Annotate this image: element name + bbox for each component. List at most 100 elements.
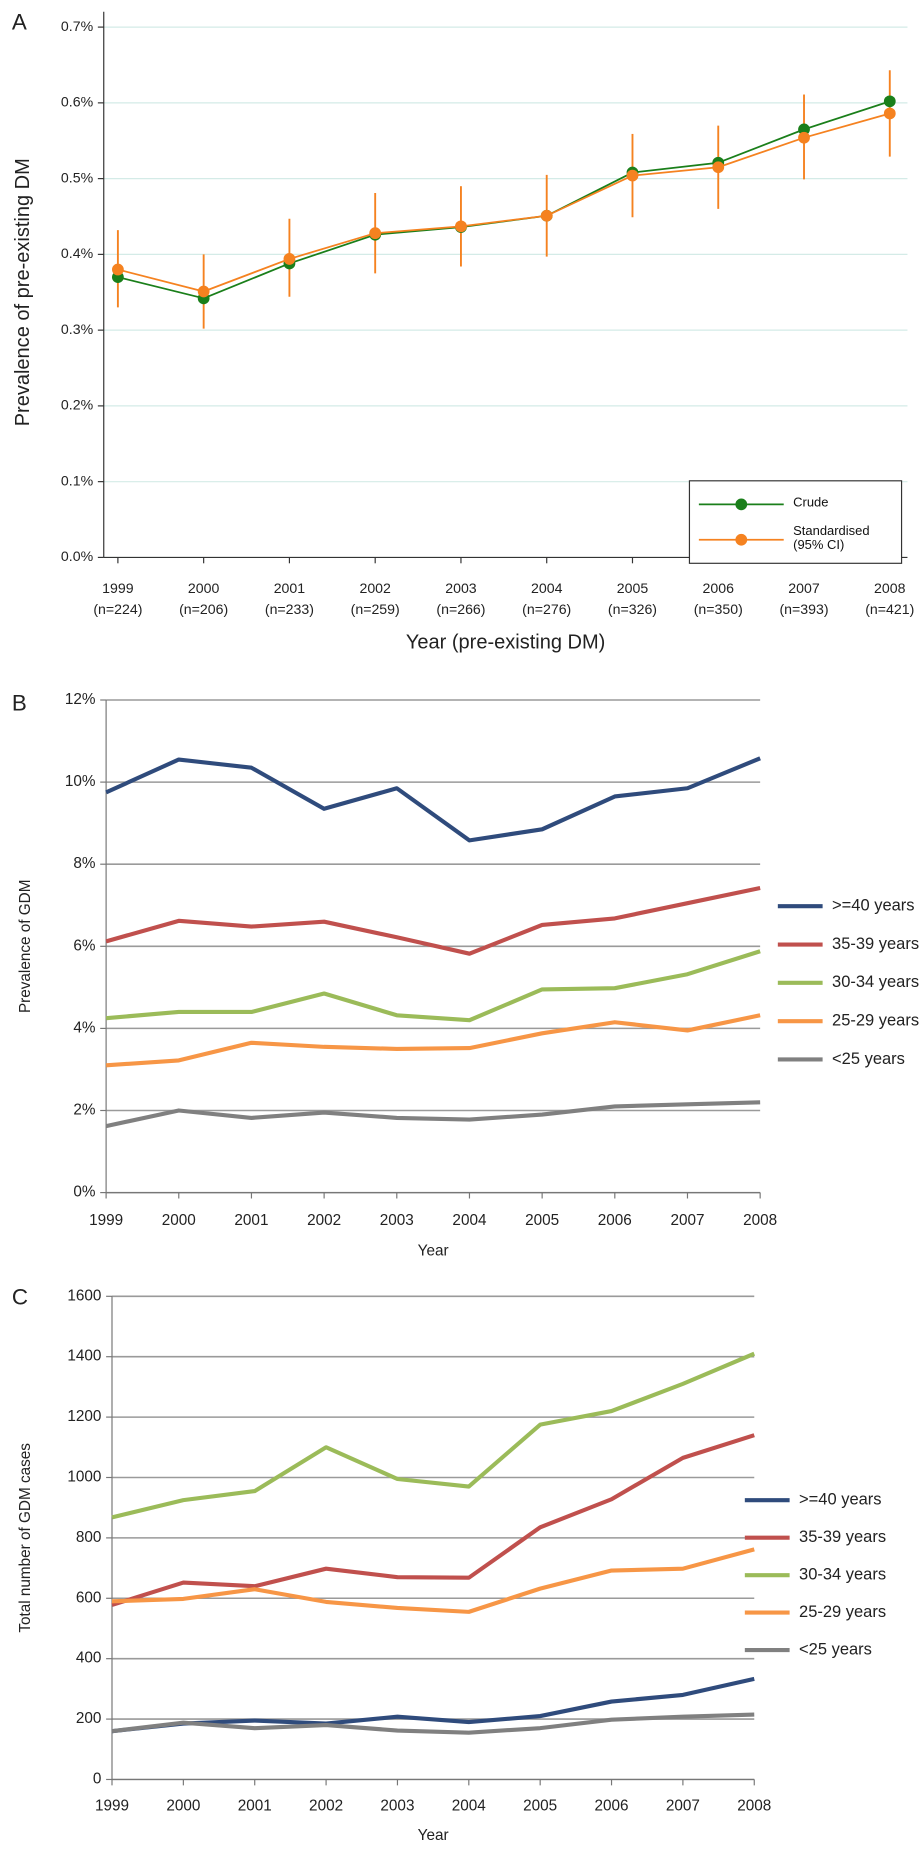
point (883, 95, 896, 108)
series-line (105, 756, 761, 843)
y-tick-label: 1400 (67, 1348, 101, 1365)
x-tick-label: 2003 (380, 1212, 414, 1229)
series-line (111, 1547, 755, 1614)
x-tick-label: 2008 (737, 1798, 771, 1815)
point (883, 107, 896, 120)
legend-label: 35-39 years (799, 1528, 886, 1546)
x-axis-title: Year (pre-existing DM) (406, 632, 605, 654)
legend-box (688, 480, 903, 564)
point (369, 227, 382, 240)
x-tick-label: 2003 (445, 580, 477, 596)
y-axis-title: Total number of GDM cases (17, 1443, 34, 1633)
legend-label: 30-34 years (799, 1565, 886, 1583)
point (540, 209, 553, 222)
y-tick-label: 600 (76, 1589, 102, 1606)
y-tick-label: 0.3% (61, 321, 94, 337)
x-tick-label: 1999 (102, 580, 134, 596)
y-tick-label: 10% (65, 773, 96, 790)
series-line (105, 885, 761, 956)
series-line (105, 949, 761, 1023)
y-tick-label: 8% (73, 855, 96, 872)
x-tick-label: 2008 (874, 580, 906, 596)
y-tick-label: 0.2% (61, 397, 94, 413)
x-axis-title: Year (418, 1827, 449, 1844)
legend-label: <25 years (832, 1050, 905, 1068)
panel-letter: A (12, 9, 27, 34)
x-tick-note: (n=233) (265, 601, 314, 617)
legend-label: >=40 years (832, 897, 914, 915)
y-tick-label: 0.4% (61, 245, 94, 261)
point (283, 253, 296, 265)
y-tick-label: 0.6% (61, 94, 94, 110)
legend-marker (735, 533, 748, 546)
x-tick-note: (n=276) (522, 601, 571, 617)
y-tick-label: 400 (76, 1650, 102, 1667)
series-line (117, 112, 891, 293)
x-tick-label: 2005 (617, 580, 649, 596)
x-tick-label: 2006 (598, 1212, 632, 1229)
y-axis-title: Prevalence of GDM (17, 880, 34, 1013)
series-line (111, 1676, 755, 1734)
x-tick-note: (n=350) (694, 601, 743, 617)
panel-letter: B (12, 691, 27, 716)
y-tick-label: 12% (65, 691, 96, 708)
panel-letter: C (12, 1285, 28, 1310)
y-tick-label: 0.5% (61, 169, 94, 185)
y-tick-label: 1000 (67, 1469, 101, 1486)
x-tick-note: (n=266) (436, 601, 485, 617)
x-tick-note: (n=259) (351, 601, 400, 617)
y-axis-title: Prevalence of pre-existing DM (12, 158, 34, 426)
y-tick-label: 0.0% (61, 548, 94, 564)
x-axis-title: Year (418, 1243, 449, 1260)
x-tick-label: 2002 (307, 1212, 341, 1229)
x-tick-note: (n=421) (865, 601, 914, 617)
series-line (111, 1712, 755, 1735)
x-tick-label: 2001 (234, 1212, 268, 1229)
legend-label: 25-29 years (799, 1603, 886, 1621)
x-tick-note: (n=206) (179, 601, 228, 617)
legend-label: Crude (793, 496, 829, 511)
y-tick-label: 6% (73, 937, 96, 954)
series-line (105, 1100, 761, 1129)
y-tick-label: 1200 (67, 1408, 101, 1425)
y-tick-label: 0.1% (61, 472, 94, 488)
x-tick-label: 2001 (238, 1798, 272, 1815)
y-tick-label: 200 (76, 1710, 102, 1727)
y-tick-label: 0% (73, 1184, 96, 1201)
x-tick-note: (n=393) (779, 601, 828, 617)
x-tick-label: 2004 (452, 1212, 487, 1229)
y-tick-label: 0.7% (61, 18, 94, 34)
x-tick-label: 2004 (452, 1798, 487, 1815)
legend-label: <25 years (799, 1640, 872, 1658)
point (111, 263, 124, 276)
x-tick-label: 2007 (670, 1212, 704, 1229)
point (626, 169, 639, 182)
series-line (111, 1351, 756, 1520)
x-tick-label: 2001 (274, 580, 306, 596)
y-tick-label: 1600 (67, 1287, 101, 1304)
x-tick-label: 1999 (95, 1798, 129, 1815)
x-tick-label: 2008 (743, 1212, 777, 1229)
series-line (117, 100, 891, 300)
legend-label: >=40 years (799, 1491, 881, 1509)
legend-label: 35-39 years (832, 935, 919, 953)
x-tick-label: 2000 (162, 1212, 196, 1229)
x-tick-label: 2006 (595, 1798, 629, 1815)
x-tick-label: 2002 (359, 580, 391, 596)
point (798, 131, 810, 144)
point (455, 220, 467, 233)
x-tick-label: 2006 (703, 580, 735, 596)
series-line (111, 1433, 755, 1607)
x-tick-label: 2002 (309, 1798, 343, 1815)
y-tick-label: 2% (73, 1102, 96, 1119)
legend-label-box: Crude (793, 496, 829, 511)
x-tick-note: (n=326) (608, 601, 657, 617)
legend-label-box: Standardised (95% CI) (793, 524, 869, 552)
x-tick-label: 2000 (166, 1798, 200, 1815)
point (712, 161, 725, 174)
legend-label: 25-29 years (832, 1011, 919, 1029)
x-tick-label: 2005 (523, 1798, 557, 1815)
x-tick-note: (n=224) (93, 601, 142, 617)
